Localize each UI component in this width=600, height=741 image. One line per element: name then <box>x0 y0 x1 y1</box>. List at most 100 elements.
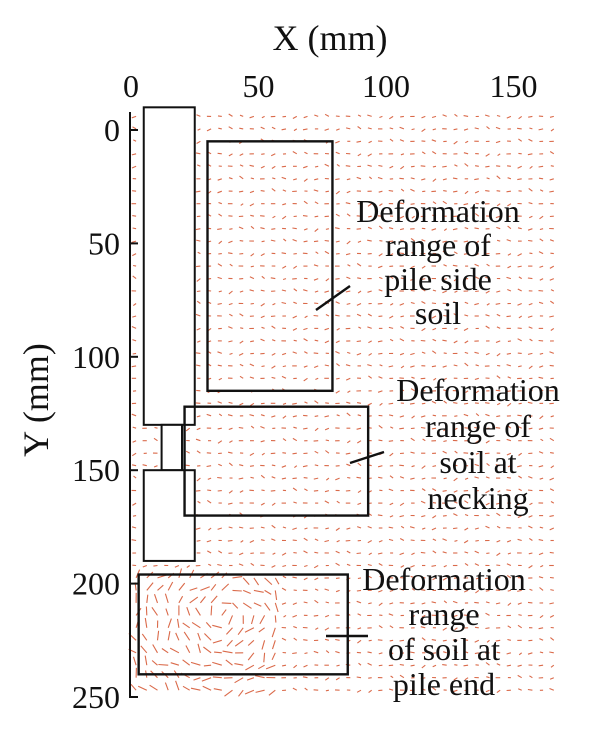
displacement-vector <box>282 452 287 454</box>
displacement-vector <box>131 165 137 169</box>
displacement-vector <box>496 226 501 230</box>
displacement-vector <box>517 127 522 130</box>
displacement-vector <box>210 583 217 591</box>
displacement-vector <box>368 352 372 356</box>
displacement-vector <box>431 228 437 231</box>
displacement-vector <box>421 178 426 181</box>
displacement-vector <box>156 630 160 641</box>
displacement-vector <box>399 338 405 342</box>
displacement-vector <box>442 365 447 368</box>
displacement-vector <box>282 415 287 419</box>
displacement-vector <box>433 377 437 381</box>
displacement-vector <box>195 313 201 317</box>
displacement-vector <box>335 314 340 317</box>
displacement-vector <box>539 614 544 619</box>
displacement-vector <box>314 577 319 581</box>
displacement-vector <box>485 476 490 479</box>
displacement-vector <box>258 664 265 670</box>
displacement-vector <box>399 177 404 180</box>
displacement-vector <box>260 289 265 292</box>
displacement-vector <box>399 663 404 666</box>
displacement-vector <box>400 188 405 192</box>
displacement-vector <box>217 440 223 444</box>
displacement-vector <box>388 440 394 442</box>
displacement-vector <box>442 463 447 467</box>
displacement-vector <box>356 552 362 555</box>
displacement-vector <box>335 477 340 481</box>
displacement-vector <box>335 151 340 155</box>
displacement-vector <box>218 201 222 205</box>
displacement-vector <box>357 153 362 157</box>
displacement-vector <box>238 226 244 230</box>
displacement-vector <box>454 164 458 167</box>
displacement-vector <box>549 551 554 554</box>
displacement-vector <box>399 515 405 518</box>
displacement-vector <box>453 313 458 317</box>
displacement-vector <box>324 163 330 167</box>
displacement-vector <box>249 452 255 456</box>
displacement-vector <box>356 352 362 356</box>
displacement-vector <box>399 588 405 591</box>
y-axis: 0 50 100 150 200 250 <box>72 112 138 715</box>
displacement-vector <box>527 601 533 604</box>
displacement-vector <box>229 440 233 443</box>
displacement-vector <box>303 115 308 119</box>
displacement-vector <box>303 327 308 331</box>
displacement-vector <box>271 365 276 369</box>
displacement-vector <box>399 415 405 418</box>
displacement-vector <box>227 539 233 542</box>
displacement-vector <box>228 240 233 244</box>
displacement-vector <box>217 476 222 479</box>
displacement-vector <box>507 225 512 230</box>
displacement-vector <box>368 140 372 144</box>
displacement-vector <box>274 577 280 585</box>
displacement-vector <box>186 565 191 568</box>
displacement-vector <box>507 625 512 629</box>
displacement-vector <box>465 390 469 393</box>
displacement-vector <box>390 426 394 429</box>
displacement-vector <box>443 314 447 317</box>
displacement-vector <box>345 290 351 293</box>
displacement-vector <box>249 465 254 467</box>
displacement-vector <box>463 402 469 405</box>
displacement-vector <box>443 565 447 568</box>
displacement-vector <box>190 687 201 691</box>
displacement-vector <box>528 515 533 518</box>
displacement-vector <box>336 540 340 543</box>
displacement-vector <box>368 215 372 218</box>
displacement-vector <box>253 577 260 586</box>
displacement-vector <box>303 577 308 581</box>
displacement-vector <box>431 240 437 243</box>
displacement-vector <box>238 689 244 697</box>
displacement-vector <box>282 438 287 442</box>
region-box-soil-at-pile-end <box>137 573 349 676</box>
displacement-vector <box>336 363 340 367</box>
displacement-vector <box>367 563 372 567</box>
displacement-vector <box>271 652 276 661</box>
displacement-vector <box>206 465 212 468</box>
displacement-vector <box>464 227 469 230</box>
displacement-vector <box>496 239 501 242</box>
displacement-vector <box>410 265 415 269</box>
displacement-vector <box>506 190 511 193</box>
displacement-vector <box>238 552 244 556</box>
displacement-vector <box>224 689 233 697</box>
displacement-vector <box>367 239 372 242</box>
displacement-vector <box>527 489 533 492</box>
displacement-vector <box>335 190 340 195</box>
displacement-vector <box>282 564 287 568</box>
displacement-vector <box>325 314 330 317</box>
leader-line-soil-at-necking <box>349 450 385 465</box>
displacement-vector <box>463 240 469 243</box>
displacement-vector <box>325 450 330 454</box>
displacement-vector <box>314 228 319 233</box>
displacement-vector <box>389 515 394 518</box>
displacement-vector <box>454 539 458 542</box>
displacement-vector <box>410 539 415 542</box>
displacement-vector <box>421 602 426 605</box>
displacement-vector <box>217 563 222 567</box>
displacement-vector <box>250 425 255 429</box>
displacement-vector <box>400 239 405 242</box>
displacement-vector <box>378 439 383 442</box>
displacement-vector <box>496 114 501 117</box>
